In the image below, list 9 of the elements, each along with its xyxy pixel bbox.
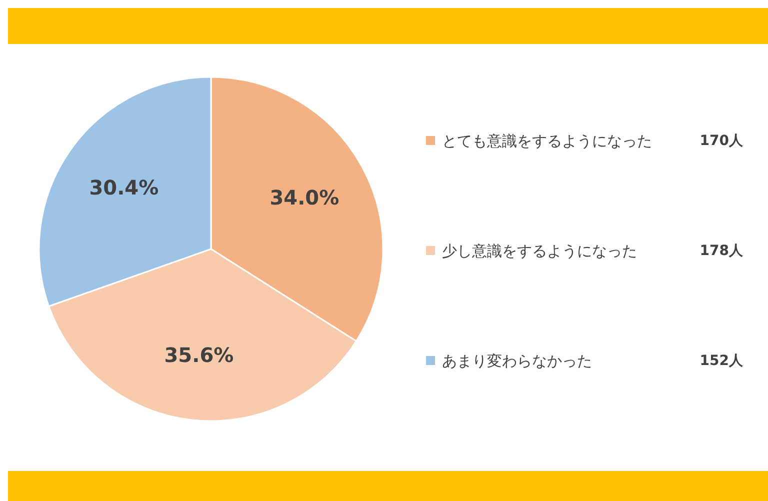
text: 178人 — [700, 243, 744, 259]
legend-label: あまり変わらなかった — [442, 352, 592, 370]
legend-label: 少し意識をするようになった — [442, 242, 637, 260]
legend-label: とても意識をするようになった — [442, 132, 652, 150]
data-label: 35.6% — [164, 342, 234, 367]
text: 152人 — [700, 353, 744, 369]
data-label: 34.0% — [270, 186, 340, 210]
text: 170人 — [700, 133, 744, 149]
data-label: 30.4% — [89, 175, 159, 200]
